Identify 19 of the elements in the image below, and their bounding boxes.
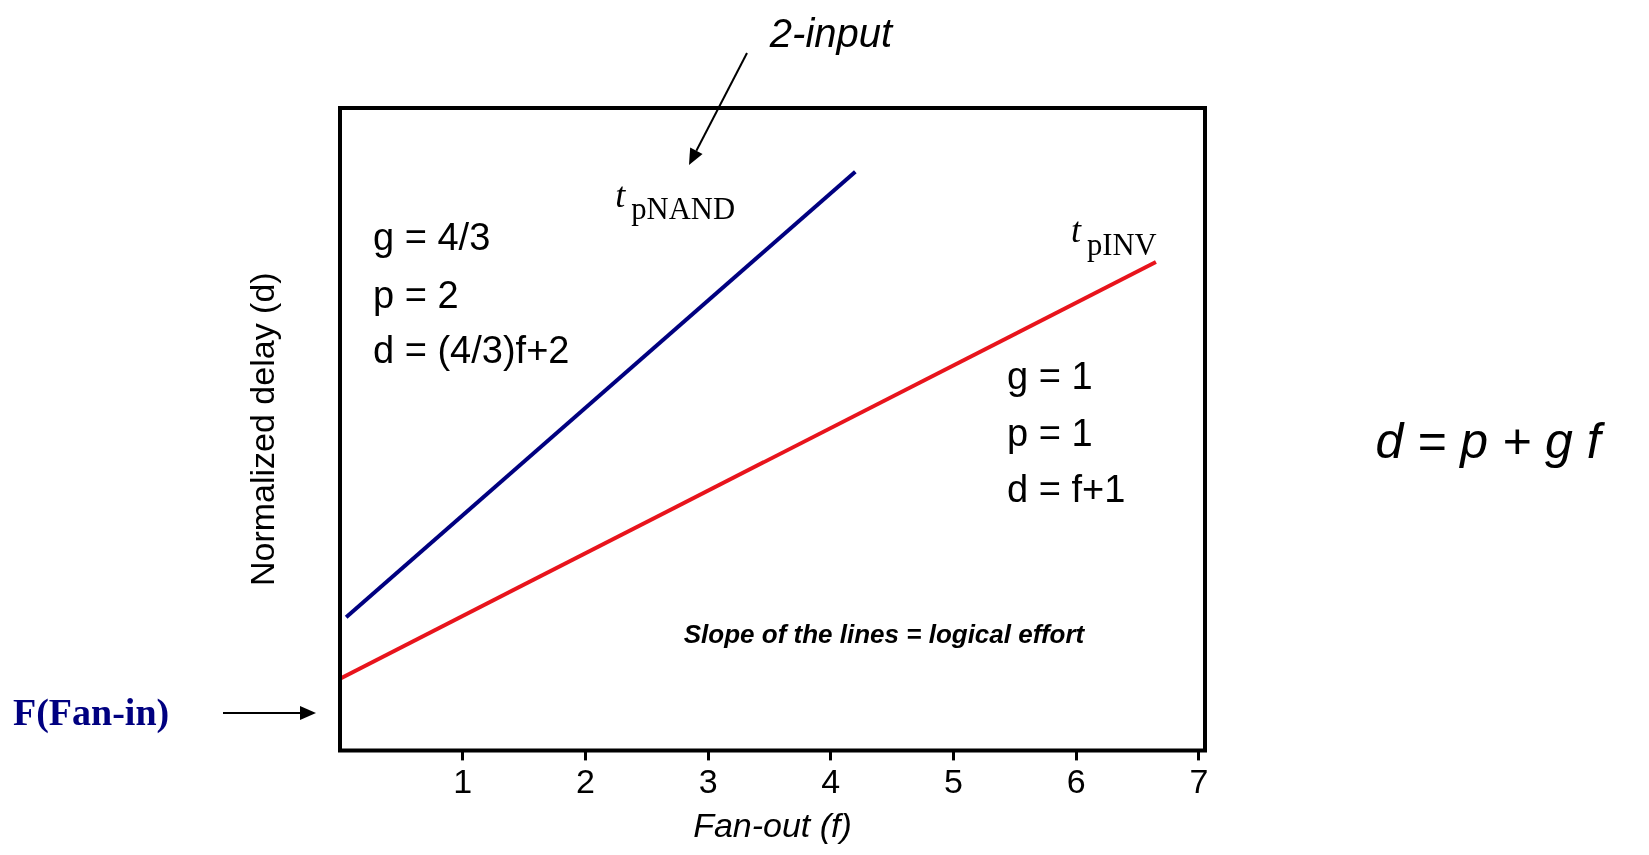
x-tick-label: 1: [453, 762, 473, 801]
x-tick-label: 6: [1066, 762, 1086, 801]
annotation: p = 1: [1007, 412, 1093, 455]
annotation: g = 4/3: [373, 216, 491, 259]
annotation: d = f+1: [1007, 468, 1126, 511]
y-axis-title: Normalized delay (d): [243, 272, 282, 587]
annotation: Slope of the lines = logical effort: [683, 619, 1086, 650]
text: 2-input: [768, 11, 895, 56]
text: F(Fan-in): [13, 690, 170, 734]
annotation: d = (4/3)f+2: [373, 329, 570, 372]
x-tick-label: 2: [575, 762, 595, 801]
x-tick-label: 7: [1189, 762, 1209, 801]
x-tick-label: 3: [698, 762, 718, 801]
annotation: p = 2: [373, 274, 459, 317]
x-tick-label: 4: [821, 762, 841, 801]
annotation: g = 1: [1007, 355, 1093, 398]
x-tick-label: 5: [944, 762, 963, 801]
x-axis-title: Fan-out (f): [693, 806, 852, 845]
text: d = p + g f: [1375, 412, 1606, 469]
